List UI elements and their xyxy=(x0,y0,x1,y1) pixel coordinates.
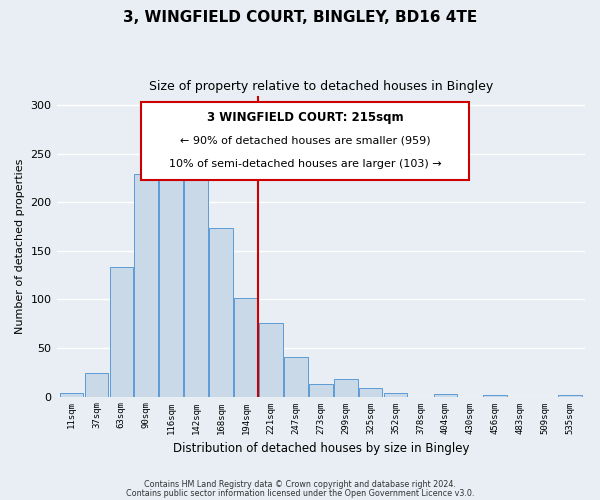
Text: 10% of semi-detached houses are larger (103) →: 10% of semi-detached houses are larger (… xyxy=(169,159,441,169)
Bar xyxy=(334,379,358,396)
Text: 3 WINGFIELD COURT: 215sqm: 3 WINGFIELD COURT: 215sqm xyxy=(206,110,403,124)
Text: Contains HM Land Registry data © Crown copyright and database right 2024.: Contains HM Land Registry data © Crown c… xyxy=(144,480,456,489)
Bar xyxy=(110,268,133,396)
Bar xyxy=(85,374,108,396)
Bar xyxy=(160,173,183,396)
Title: Size of property relative to detached houses in Bingley: Size of property relative to detached ho… xyxy=(149,80,493,93)
Bar xyxy=(309,384,332,396)
X-axis label: Distribution of detached houses by size in Bingley: Distribution of detached houses by size … xyxy=(173,442,469,455)
Text: 3, WINGFIELD COURT, BINGLEY, BD16 4TE: 3, WINGFIELD COURT, BINGLEY, BD16 4TE xyxy=(123,10,477,25)
Text: ← 90% of detached houses are smaller (959): ← 90% of detached houses are smaller (95… xyxy=(179,136,430,145)
Bar xyxy=(384,392,407,396)
Bar xyxy=(259,323,283,396)
Bar xyxy=(59,392,83,396)
Bar xyxy=(184,158,208,396)
Bar xyxy=(134,174,158,396)
Text: Contains public sector information licensed under the Open Government Licence v3: Contains public sector information licen… xyxy=(126,490,474,498)
Bar xyxy=(284,356,308,397)
Bar xyxy=(558,394,582,396)
Bar xyxy=(434,394,457,396)
Y-axis label: Number of detached properties: Number of detached properties xyxy=(15,158,25,334)
FancyBboxPatch shape xyxy=(141,102,469,180)
Bar xyxy=(209,228,233,396)
Bar xyxy=(359,388,382,396)
Bar xyxy=(484,394,507,396)
Bar xyxy=(234,298,258,396)
